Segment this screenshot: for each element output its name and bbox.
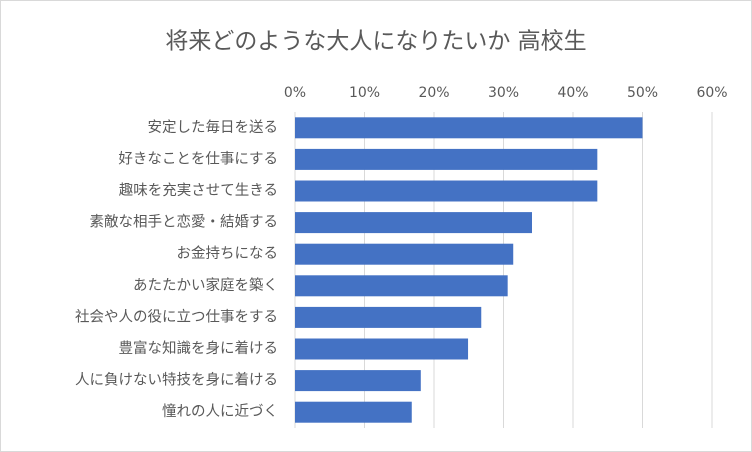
bar [295,401,412,423]
bar [295,117,643,139]
x-tick-label: 30% [488,85,519,101]
bar [295,212,532,234]
bar [295,370,421,392]
y-tick-label: 豊富な知識を身に着ける [119,339,279,357]
x-tick-label: 0% [284,85,306,101]
bar [295,243,514,265]
y-tick-label: 趣味を充実させて生きる [119,182,278,199]
x-tick-label: 20% [418,85,449,101]
y-tick-label: 素敵な相手と恋愛・結婚する [90,213,279,231]
bar [295,306,482,328]
bar [295,338,469,360]
x-tick-label: 50% [627,85,658,101]
y-tick-label: 好きなことを仕事にする [118,150,278,167]
y-tick-label: 安定した毎日を送る [148,119,279,136]
bar [295,275,508,297]
y-tick-label: 社会や人の役に立つ仕事をする [75,308,278,325]
y-tick-label: お金持ちになる [177,245,279,262]
x-tick-label: 60% [696,85,727,101]
y-tick-label: 憧れの人に近づく [162,403,278,420]
y-tick-label: あたたかい家庭を築く [133,276,278,294]
bar [295,180,598,202]
x-tick-label: 40% [557,85,588,101]
x-tick-label: 10% [349,85,380,101]
bar [295,148,598,170]
chart-title: 将来どのような大人になりたいか 高校生 [165,29,586,55]
y-tick-label: 人に負けない特技を身に着ける [75,372,278,389]
